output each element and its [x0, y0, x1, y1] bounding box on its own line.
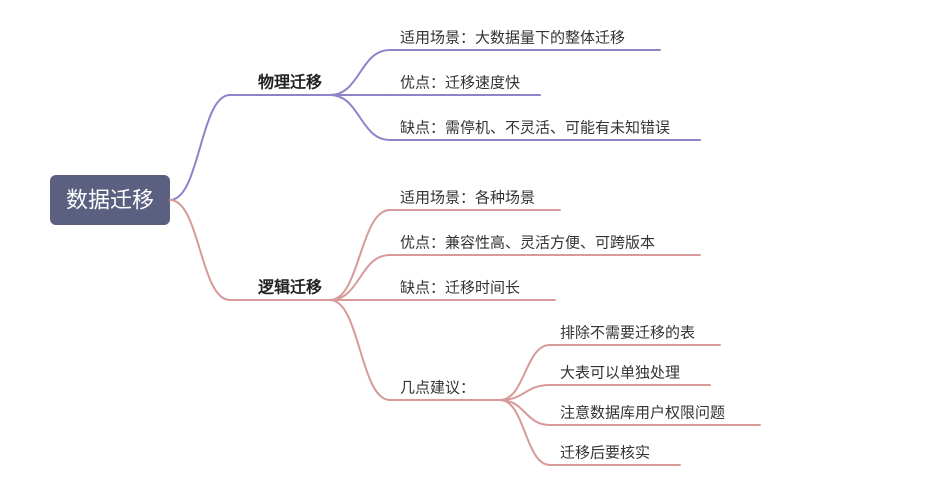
leaf-label: 几点建议：	[400, 380, 475, 397]
edge	[330, 255, 390, 300]
root-label: 数据迁移	[66, 188, 154, 213]
leaf-label: 迁移后要核实	[560, 445, 650, 462]
edge	[500, 400, 550, 425]
mindmap-canvas: 数据迁移 物理迁移 适用场景：大数据量下的整体迁移优点：迁移速度快缺点：需停机、不灵…	[0, 0, 940, 500]
leaf-label: 优点：兼容性高、灵活方便、可跨版本	[400, 235, 655, 252]
branch-label-logical: 逻辑迁移	[258, 278, 322, 297]
edge	[170, 200, 230, 300]
leaf-label: 适用场景：大数据量下的整体迁移	[400, 30, 625, 47]
edge	[330, 210, 390, 300]
leaf-label: 注意数据库用户权限问题	[560, 404, 725, 422]
leaf-label: 缺点：迁移时间长	[400, 280, 520, 297]
edge	[170, 95, 230, 200]
leaf-label: 大表可以单独处理	[560, 365, 680, 382]
leaf-label: 缺点：需停机、不灵活、可能有未知错误	[400, 120, 670, 137]
leaf-label: 适用场景：各种场景	[400, 190, 535, 207]
edge	[330, 95, 390, 140]
edge	[500, 400, 550, 465]
edge	[330, 300, 390, 400]
leaf-label: 优点：迁移速度快	[400, 75, 520, 92]
branch-label-physical: 物理迁移	[258, 73, 322, 92]
edge	[330, 50, 390, 95]
leaf-label: 排除不需要迁移的表	[560, 325, 695, 342]
